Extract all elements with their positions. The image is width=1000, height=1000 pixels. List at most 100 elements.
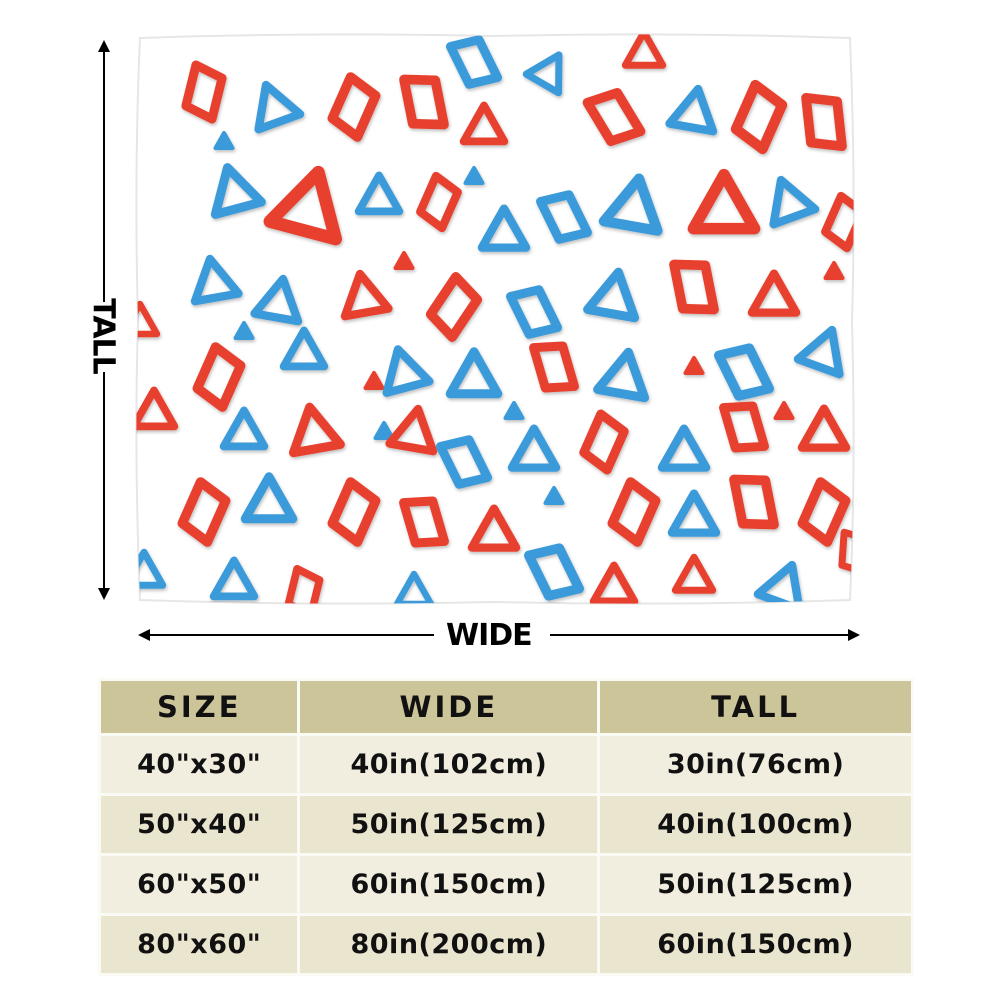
pattern-shape (687, 168, 761, 235)
pattern-shape (821, 191, 854, 253)
header-wide: WIDE (300, 681, 598, 733)
pattern-dot (363, 371, 385, 390)
pattern-shape (838, 528, 854, 576)
pattern-shape (385, 404, 438, 456)
pattern-shape (190, 254, 243, 306)
pattern-shape (583, 267, 640, 323)
pattern-shape (753, 560, 804, 604)
pattern-shape (714, 343, 774, 401)
blanket-pattern (135, 33, 855, 605)
pattern-dot (233, 321, 255, 340)
size-cell: 50"x40" (101, 796, 298, 853)
table-row: 50"x40" 50in(125cm) 40in(100cm) (101, 796, 911, 853)
pattern-shape (730, 79, 788, 155)
pattern-shape (263, 165, 343, 246)
pattern-shape (136, 548, 167, 589)
pattern-shape (522, 51, 563, 97)
pattern-dot (543, 486, 565, 505)
pattern-shape (445, 35, 503, 89)
size-table-header-row: SIZE WIDE TALL (101, 681, 911, 733)
pattern-shape (177, 477, 231, 547)
pattern-shape (340, 269, 393, 321)
pattern-shape (240, 472, 298, 524)
pattern-shape (459, 101, 509, 146)
wide-cell: 80in(200cm) (300, 916, 598, 973)
size-cell: 80"x60" (101, 916, 298, 973)
pattern-shape (582, 87, 646, 147)
pattern-shape (607, 477, 661, 547)
size-cell: 60"x50" (101, 856, 298, 913)
pattern-shape (535, 190, 593, 244)
pattern-shape (579, 409, 629, 475)
pattern-shape (801, 92, 847, 152)
table-row: 80"x60" 80in(200cm) 60in(150cm) (101, 916, 911, 973)
pattern-dot (683, 356, 705, 375)
pattern-shape (729, 474, 779, 530)
pattern-shape (209, 556, 259, 601)
pattern-shape (393, 570, 435, 604)
pattern-shape (477, 204, 531, 252)
wide-cell: 40in(102cm) (300, 736, 598, 793)
pattern-shape (598, 173, 663, 236)
pattern-shape (665, 84, 718, 136)
pattern-shape (192, 342, 246, 412)
pattern-shape (425, 272, 483, 342)
tall-cell: 30in(76cm) (600, 736, 911, 793)
pattern-dot (773, 401, 795, 420)
pattern-shape (288, 402, 345, 458)
tall-cell: 60in(150cm) (600, 916, 911, 973)
pattern-shape (589, 561, 639, 604)
pattern-shape (507, 424, 561, 472)
header-size: SIZE (101, 681, 298, 733)
pattern-shape (524, 543, 584, 601)
pattern-dot (463, 166, 485, 185)
pattern-dot (373, 421, 395, 440)
blanket-image (134, 32, 856, 606)
header-tall: TALL (600, 681, 911, 733)
pattern-shape (669, 259, 719, 315)
pattern-shape (210, 163, 266, 219)
wide-cell: 60in(150cm) (300, 856, 598, 913)
pattern-shape (435, 435, 493, 489)
pattern-shape (671, 553, 717, 594)
pattern-dot (213, 131, 235, 150)
size-table: SIZE WIDE TALL 40"x30" 40in(102cm) 30in(… (98, 678, 914, 976)
pattern-shape (667, 489, 721, 537)
pattern-shape (797, 404, 851, 452)
pattern-shape (219, 406, 269, 451)
table-row: 60"x50" 60in(150cm) 50in(125cm) (101, 856, 911, 913)
wide-dimension-arrow (138, 629, 860, 641)
pattern-shape (279, 326, 329, 371)
pattern-shape (719, 401, 769, 453)
pattern-shape (399, 496, 449, 548)
pattern-dot (503, 401, 525, 420)
pattern-dot (823, 261, 845, 280)
pattern-dot (393, 251, 415, 270)
tall-cell: 40in(100cm) (600, 796, 911, 853)
pattern-shape (747, 269, 801, 317)
pattern-shape (621, 34, 667, 69)
pattern-shape (657, 424, 711, 472)
pattern-shape (327, 72, 381, 142)
pattern-shape (467, 504, 521, 552)
pattern-shape (445, 347, 503, 399)
pattern-shape (593, 347, 650, 403)
pattern-shape (181, 60, 227, 124)
pattern-shape (382, 345, 434, 397)
pattern-shape (354, 171, 404, 216)
wide-cell: 50in(125cm) (300, 796, 598, 853)
pattern-shape (793, 325, 844, 379)
pattern-shape (769, 175, 820, 229)
size-cell: 40"x30" (101, 736, 298, 793)
pattern-shape (250, 274, 303, 326)
pattern-shape (797, 477, 851, 547)
pattern-shape (254, 80, 305, 134)
pattern-shape (136, 386, 179, 431)
pattern-shape (416, 171, 462, 233)
pattern-shape (529, 341, 579, 393)
pattern-shape (136, 300, 161, 338)
pattern-shape (399, 74, 449, 130)
tall-dimension-arrow (98, 40, 110, 600)
table-row: 40"x30" 40in(102cm) 30in(76cm) (101, 736, 911, 793)
pattern-shape (327, 477, 381, 547)
